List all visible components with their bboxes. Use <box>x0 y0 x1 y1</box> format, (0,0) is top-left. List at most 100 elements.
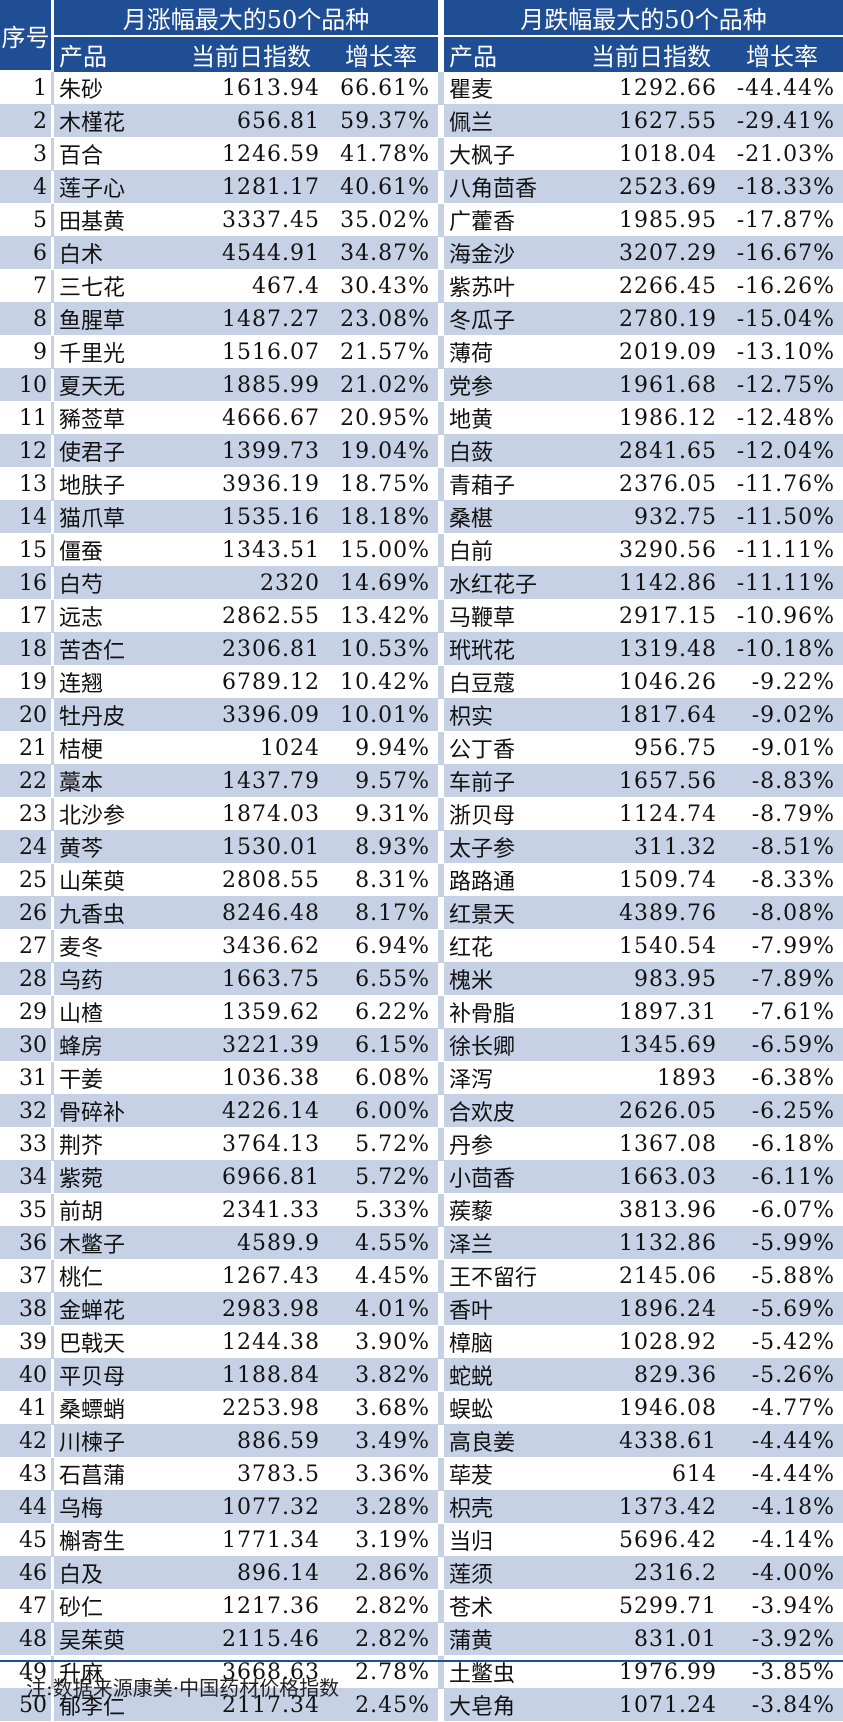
rising-growth-rate: 8.31% <box>324 864 445 897</box>
rising-product-name: 吴茱萸 <box>54 1623 178 1656</box>
rising-current-index: 886.59 <box>178 1425 324 1458</box>
falling-growth-rate: -11.76% <box>721 468 843 501</box>
row-index: 36 <box>0 1227 54 1260</box>
falling-current-index: 1367.08 <box>581 1128 722 1161</box>
left-name-header: 产品 <box>54 37 178 72</box>
table-row: 22 藁本 1437.79 9.57% 车前子 1657.56 -8.83% <box>0 765 843 798</box>
rising-growth-rate: 3.19% <box>324 1524 445 1557</box>
left-group-title: 月涨幅最大的50个品种 <box>54 0 445 37</box>
rising-growth-rate: 21.02% <box>324 369 445 402</box>
rising-current-index: 1359.62 <box>178 996 324 1029</box>
row-index: 14 <box>0 501 54 534</box>
row-index: 48 <box>0 1623 54 1656</box>
rising-current-index: 1437.79 <box>178 765 324 798</box>
rising-product-name: 豨莶草 <box>54 402 178 435</box>
rising-current-index: 2808.55 <box>178 864 324 897</box>
falling-product-name: 佩兰 <box>444 105 582 138</box>
rising-growth-rate: 4.45% <box>324 1260 445 1293</box>
table-row: 44 乌梅 1077.32 3.28% 枳壳 1373.42 -4.18% <box>0 1491 843 1524</box>
falling-growth-rate: -21.03% <box>721 138 843 171</box>
rising-current-index: 2983.98 <box>178 1293 324 1326</box>
falling-growth-rate: -17.87% <box>721 204 843 237</box>
rising-product-name: 砂仁 <box>54 1590 178 1623</box>
row-index: 15 <box>0 534 54 567</box>
rising-current-index: 6966.81 <box>178 1161 324 1194</box>
rising-current-index: 4666.67 <box>178 402 324 435</box>
falling-current-index: 1540.54 <box>581 930 722 963</box>
rising-current-index: 896.14 <box>178 1557 324 1590</box>
row-index: 23 <box>0 798 54 831</box>
rising-growth-rate: 6.94% <box>324 930 445 963</box>
table-row: 13 地肤子 3936.19 18.75% 青葙子 2376.05 -11.76% <box>0 468 843 501</box>
falling-growth-rate: -18.33% <box>721 171 843 204</box>
rising-growth-rate: 2.82% <box>324 1623 445 1656</box>
rising-product-name: 山茱萸 <box>54 864 178 897</box>
table-row: 48 吴茱萸 2115.46 2.82% 蒲黄 831.01 -3.92% <box>0 1623 843 1656</box>
falling-current-index: 1946.08 <box>581 1392 722 1425</box>
falling-growth-rate: -6.07% <box>721 1194 843 1227</box>
falling-current-index: 1509.74 <box>581 864 722 897</box>
rising-product-name: 川楝子 <box>54 1425 178 1458</box>
falling-product-name: 苍术 <box>444 1590 582 1623</box>
falling-product-name: 蒺藜 <box>444 1194 582 1227</box>
falling-current-index: 2626.05 <box>581 1095 722 1128</box>
rising-current-index: 3221.39 <box>178 1029 324 1062</box>
rising-current-index: 656.81 <box>178 105 324 138</box>
falling-current-index: 1986.12 <box>581 402 722 435</box>
falling-growth-rate: -5.69% <box>721 1293 843 1326</box>
rising-current-index: 1535.16 <box>178 501 324 534</box>
rising-current-index: 1024 <box>178 732 324 765</box>
falling-growth-rate: -10.96% <box>721 600 843 633</box>
rising-current-index: 4589.9 <box>178 1227 324 1260</box>
falling-product-name: 樟脑 <box>444 1326 582 1359</box>
rising-product-name: 桔梗 <box>54 732 178 765</box>
rising-current-index: 1281.17 <box>178 171 324 204</box>
falling-growth-rate: -7.61% <box>721 996 843 1029</box>
falling-current-index: 4338.61 <box>581 1425 722 1458</box>
falling-current-index: 1142.86 <box>581 567 722 600</box>
table-row: 6 白术 4544.91 34.87% 海金沙 3207.29 -16.67% <box>0 237 843 270</box>
falling-current-index: 2523.69 <box>581 171 722 204</box>
table-row: 40 平贝母 1188.84 3.82% 蛇蜕 829.36 -5.26% <box>0 1359 843 1392</box>
table-row: 10 夏天无 1885.99 21.02% 党参 1961.68 -12.75% <box>0 369 843 402</box>
falling-current-index: 311.32 <box>581 831 722 864</box>
row-index: 25 <box>0 864 54 897</box>
falling-product-name: 莲须 <box>444 1557 582 1590</box>
row-index: 33 <box>0 1128 54 1161</box>
rising-current-index: 1246.59 <box>178 138 324 171</box>
rising-growth-rate: 18.18% <box>324 501 445 534</box>
rising-current-index: 1771.34 <box>178 1524 324 1557</box>
rising-current-index: 1487.27 <box>178 303 324 336</box>
row-index: 32 <box>0 1095 54 1128</box>
rising-product-name: 远志 <box>54 600 178 633</box>
rising-current-index: 3936.19 <box>178 468 324 501</box>
table-row: 41 桑螵蛸 2253.98 3.68% 蜈蚣 1946.08 -4.77% <box>0 1392 843 1425</box>
table-row: 7 三七花 467.4 30.43% 紫苏叶 2266.45 -16.26% <box>0 270 843 303</box>
falling-current-index: 1046.26 <box>581 666 722 699</box>
rising-growth-rate: 20.95% <box>324 402 445 435</box>
row-index: 40 <box>0 1359 54 1392</box>
falling-product-name: 路路通 <box>444 864 582 897</box>
table-row: 25 山茱萸 2808.55 8.31% 路路通 1509.74 -8.33% <box>0 864 843 897</box>
rising-growth-rate: 4.55% <box>324 1227 445 1260</box>
left-rate-header: 增长率 <box>324 37 445 72</box>
falling-growth-rate: -12.75% <box>721 369 843 402</box>
falling-growth-rate: -12.04% <box>721 435 843 468</box>
row-index: 37 <box>0 1260 54 1293</box>
rising-product-name: 干姜 <box>54 1062 178 1095</box>
falling-product-name: 蒲黄 <box>444 1623 582 1656</box>
falling-product-name: 丹参 <box>444 1128 582 1161</box>
rising-growth-rate: 6.15% <box>324 1029 445 1062</box>
rising-product-name: 百合 <box>54 138 178 171</box>
row-index: 7 <box>0 270 54 303</box>
table-row: 11 豨莶草 4666.67 20.95% 地黄 1986.12 -12.48% <box>0 402 843 435</box>
table-row: 46 白及 896.14 2.86% 莲须 2316.2 -4.00% <box>0 1557 843 1590</box>
rising-product-name: 紫菀 <box>54 1161 178 1194</box>
rising-product-name: 朱砂 <box>54 72 178 105</box>
table-row: 15 僵蚕 1343.51 15.00% 白前 3290.56 -11.11% <box>0 534 843 567</box>
right-group-title: 月跌幅最大的50个品种 <box>444 0 843 37</box>
row-index: 44 <box>0 1491 54 1524</box>
falling-growth-rate: -4.44% <box>721 1425 843 1458</box>
falling-growth-rate: -4.14% <box>721 1524 843 1557</box>
rising-product-name: 千里光 <box>54 336 178 369</box>
